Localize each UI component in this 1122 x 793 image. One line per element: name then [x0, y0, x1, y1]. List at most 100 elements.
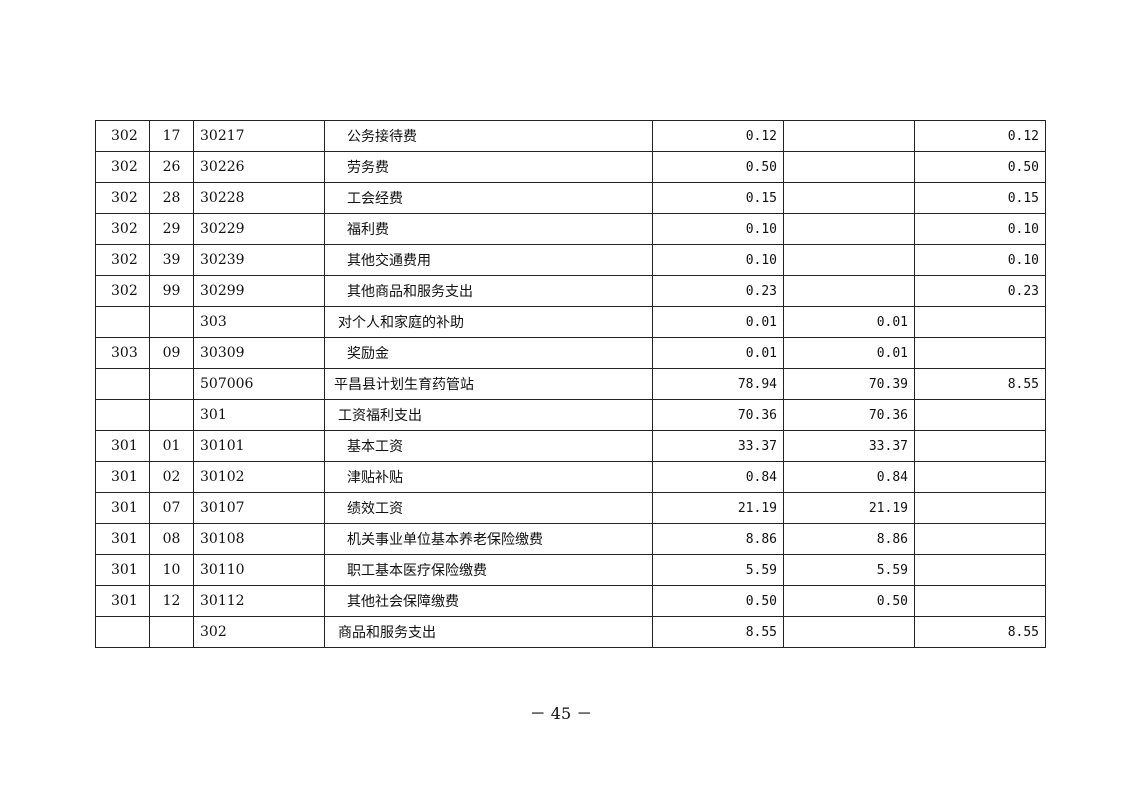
class-code-cell: 302	[95, 244, 150, 276]
total-cell: 0.12	[652, 120, 784, 152]
basic-expenditure-cell: 8.86	[783, 523, 915, 555]
class-code-cell	[95, 368, 150, 400]
total-cell: 0.23	[652, 275, 784, 307]
class-code-cell: 301	[95, 430, 150, 462]
table-row: 302 29 30229 福利费 0.10 0.10	[95, 213, 1046, 245]
subject-name-cell: 对个人和家庭的补助	[324, 306, 653, 338]
subject-name-cell: 津贴补贴	[324, 461, 653, 493]
class-code-cell: 302	[95, 120, 150, 152]
subject-code-cell: 30108	[193, 523, 325, 555]
item-code-cell: 17	[149, 120, 194, 152]
subject-code-cell: 30239	[193, 244, 325, 276]
class-code-cell: 301	[95, 554, 150, 586]
subject-code-cell: 30228	[193, 182, 325, 214]
project-expenditure-cell	[914, 430, 1046, 462]
class-code-cell: 303	[95, 337, 150, 369]
class-code-cell	[95, 399, 150, 431]
class-code-cell: 301	[95, 523, 150, 555]
subject-code-cell: 30107	[193, 492, 325, 524]
table-row: 302 28 30228 工会经费 0.15 0.15	[95, 182, 1046, 214]
table-row: 302 商品和服务支出 8.55 8.55	[95, 616, 1046, 648]
subject-name-cell: 奖励金	[324, 337, 653, 369]
basic-expenditure-cell: 70.36	[783, 399, 915, 431]
class-code-cell	[95, 616, 150, 648]
table-row: 303 09 30309 奖励金 0.01 0.01	[95, 337, 1046, 369]
basic-expenditure-cell: 33.37	[783, 430, 915, 462]
table-row: 301 12 30112 其他社会保障缴费 0.50 0.50	[95, 585, 1046, 617]
item-code-cell: 28	[149, 182, 194, 214]
item-code-cell	[149, 368, 194, 400]
project-expenditure-cell	[914, 554, 1046, 586]
basic-expenditure-cell	[783, 120, 915, 152]
item-code-cell: 09	[149, 337, 194, 369]
total-cell: 0.01	[652, 337, 784, 369]
project-expenditure-cell: 0.50	[914, 151, 1046, 183]
subject-code-cell: 30101	[193, 430, 325, 462]
item-code-cell: 08	[149, 523, 194, 555]
item-code-cell	[149, 399, 194, 431]
budget-table: 302 17 30217 公务接待费 0.12 0.12 302 26 30226 劳务费 0.50…	[95, 120, 1046, 648]
total-cell: 0.01	[652, 306, 784, 338]
subject-name-cell: 绩效工资	[324, 492, 653, 524]
table-row: 303 对个人和家庭的补助 0.01 0.01	[95, 306, 1046, 338]
project-expenditure-cell	[914, 399, 1046, 431]
basic-expenditure-cell: 0.84	[783, 461, 915, 493]
project-expenditure-cell	[914, 585, 1046, 617]
item-code-cell: 10	[149, 554, 194, 586]
basic-expenditure-cell: 70.39	[783, 368, 915, 400]
total-cell: 0.50	[652, 151, 784, 183]
subject-name-cell: 机关事业单位基本养老保险缴费	[324, 523, 653, 555]
basic-expenditure-cell: 5.59	[783, 554, 915, 586]
table-row: 301 02 30102 津贴补贴 0.84 0.84	[95, 461, 1046, 493]
total-cell: 33.37	[652, 430, 784, 462]
total-cell: 0.10	[652, 213, 784, 245]
class-code-cell: 301	[95, 585, 150, 617]
item-code-cell: 01	[149, 430, 194, 462]
item-code-cell	[149, 306, 194, 338]
basic-expenditure-cell	[783, 182, 915, 214]
item-code-cell: 12	[149, 585, 194, 617]
total-cell: 8.86	[652, 523, 784, 555]
subject-name-cell: 平昌县计划生育药管站	[324, 368, 653, 400]
class-code-cell: 302	[95, 151, 150, 183]
subject-name-cell: 工会经费	[324, 182, 653, 214]
basic-expenditure-cell: 0.01	[783, 306, 915, 338]
table-row: 507006 平昌县计划生育药管站 78.94 70.39 8.55	[95, 368, 1046, 400]
project-expenditure-cell: 8.55	[914, 368, 1046, 400]
project-expenditure-cell: 0.15	[914, 182, 1046, 214]
subject-code-cell: 30226	[193, 151, 325, 183]
subject-name-cell: 职工基本医疗保险缴费	[324, 554, 653, 586]
subject-name-cell: 基本工资	[324, 430, 653, 462]
project-expenditure-cell: 0.10	[914, 213, 1046, 245]
table-row: 302 39 30239 其他交通费用 0.10 0.10	[95, 244, 1046, 276]
subject-code-cell: 507006	[193, 368, 325, 400]
basic-expenditure-cell	[783, 213, 915, 245]
class-code-cell	[95, 306, 150, 338]
basic-expenditure-cell	[783, 151, 915, 183]
item-code-cell: 39	[149, 244, 194, 276]
subject-code-cell: 30112	[193, 585, 325, 617]
class-code-cell: 302	[95, 213, 150, 245]
item-code-cell	[149, 616, 194, 648]
subject-name-cell: 公务接待费	[324, 120, 653, 152]
project-expenditure-cell	[914, 337, 1046, 369]
total-cell: 8.55	[652, 616, 784, 648]
subject-code-cell: 30309	[193, 337, 325, 369]
total-cell: 5.59	[652, 554, 784, 586]
subject-code-cell: 303	[193, 306, 325, 338]
project-expenditure-cell	[914, 306, 1046, 338]
subject-code-cell: 301	[193, 399, 325, 431]
subject-name-cell: 工资福利支出	[324, 399, 653, 431]
item-code-cell: 29	[149, 213, 194, 245]
subject-code-cell: 30102	[193, 461, 325, 493]
project-expenditure-cell: 0.23	[914, 275, 1046, 307]
project-expenditure-cell	[914, 461, 1046, 493]
project-expenditure-cell: 0.10	[914, 244, 1046, 276]
class-code-cell: 302	[95, 182, 150, 214]
basic-expenditure-cell: 0.01	[783, 337, 915, 369]
basic-expenditure-cell	[783, 275, 915, 307]
total-cell: 0.10	[652, 244, 784, 276]
project-expenditure-cell: 8.55	[914, 616, 1046, 648]
project-expenditure-cell	[914, 492, 1046, 524]
project-expenditure-cell: 0.12	[914, 120, 1046, 152]
